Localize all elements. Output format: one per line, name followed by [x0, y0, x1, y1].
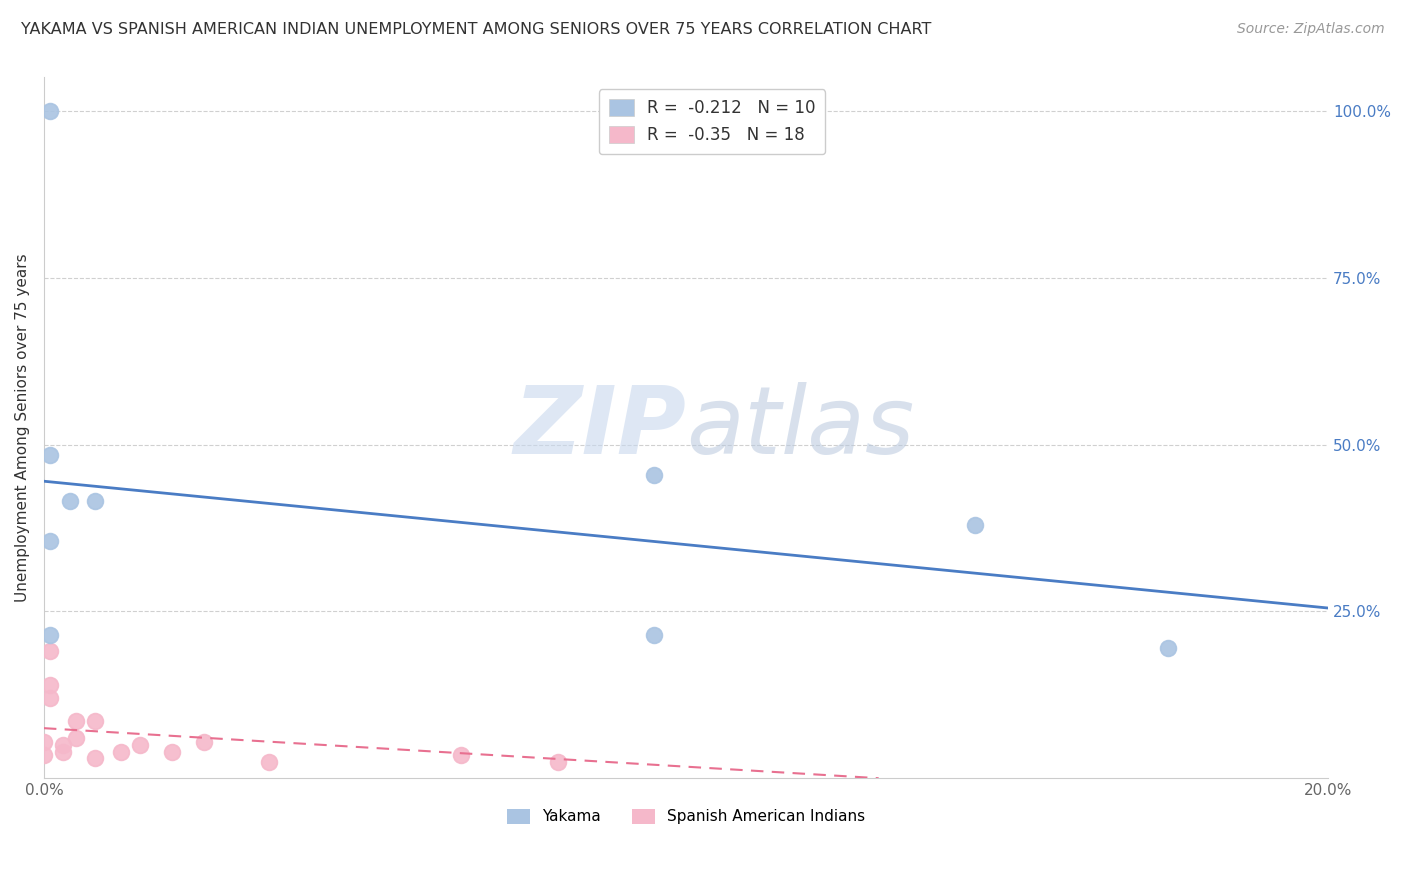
Point	[84, 751, 107, 765]
Point	[39, 691, 62, 706]
Point	[257, 755, 280, 769]
Point	[963, 517, 986, 532]
Point	[1156, 641, 1178, 656]
Point	[58, 494, 80, 508]
Point	[84, 714, 107, 729]
Text: ZIP: ZIP	[513, 382, 686, 474]
Text: Source: ZipAtlas.com: Source: ZipAtlas.com	[1237, 22, 1385, 37]
Point	[39, 534, 62, 549]
Point	[39, 103, 62, 118]
Point	[32, 747, 55, 762]
Point	[32, 734, 55, 748]
Point	[110, 745, 132, 759]
Point	[39, 628, 62, 642]
Y-axis label: Unemployment Among Seniors over 75 years: Unemployment Among Seniors over 75 years	[15, 253, 30, 602]
Point	[193, 734, 215, 748]
Point	[39, 448, 62, 462]
Point	[39, 678, 62, 692]
Point	[547, 755, 569, 769]
Point	[52, 745, 75, 759]
Point	[450, 747, 472, 762]
Point	[129, 738, 152, 752]
Text: YAKAMA VS SPANISH AMERICAN INDIAN UNEMPLOYMENT AMONG SENIORS OVER 75 YEARS CORRE: YAKAMA VS SPANISH AMERICAN INDIAN UNEMPL…	[21, 22, 931, 37]
Point	[643, 467, 665, 482]
Point	[65, 731, 87, 746]
Point	[65, 714, 87, 729]
Point	[162, 745, 184, 759]
Point	[39, 644, 62, 658]
Legend: Yakama, Spanish American Indians: Yakama, Spanish American Indians	[498, 799, 875, 834]
Point	[643, 628, 665, 642]
Text: atlas: atlas	[686, 383, 914, 474]
Point	[84, 494, 107, 508]
Point	[52, 738, 75, 752]
